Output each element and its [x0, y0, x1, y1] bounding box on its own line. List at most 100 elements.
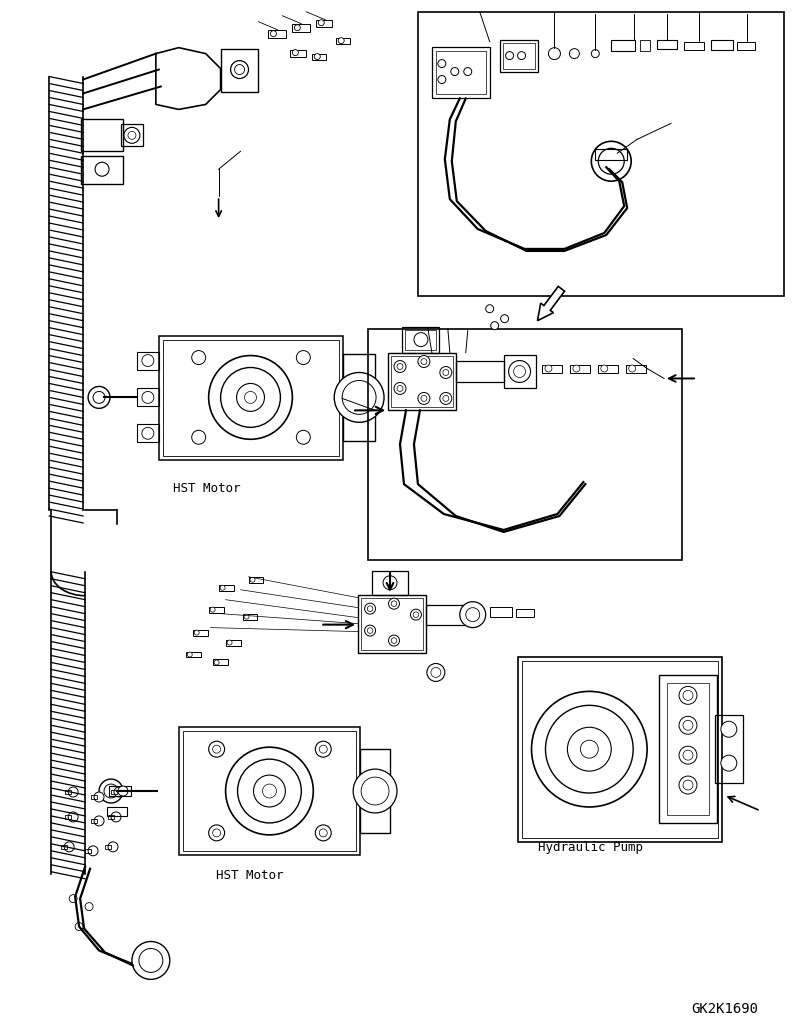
Bar	[65, 815, 71, 819]
Bar	[626, 364, 646, 374]
Bar	[402, 326, 439, 353]
Circle shape	[94, 816, 104, 826]
Circle shape	[427, 664, 445, 681]
Circle shape	[591, 49, 599, 58]
Bar	[358, 595, 426, 652]
Circle shape	[599, 148, 624, 174]
Circle shape	[111, 812, 121, 822]
Circle shape	[394, 360, 406, 372]
Circle shape	[367, 606, 373, 611]
Circle shape	[320, 829, 328, 837]
Circle shape	[683, 720, 693, 731]
Circle shape	[338, 38, 344, 43]
Circle shape	[721, 721, 737, 737]
Circle shape	[365, 625, 375, 636]
Bar	[516, 609, 533, 616]
Bar	[737, 41, 754, 49]
Bar	[293, 24, 310, 32]
Bar	[192, 630, 207, 636]
Circle shape	[438, 60, 446, 68]
Bar	[542, 364, 562, 374]
Bar	[343, 354, 375, 441]
Bar	[711, 40, 733, 49]
Bar	[391, 356, 453, 407]
Circle shape	[389, 598, 400, 609]
Circle shape	[142, 391, 154, 403]
Bar	[107, 807, 127, 816]
Circle shape	[545, 365, 552, 372]
Circle shape	[316, 825, 332, 841]
Circle shape	[443, 369, 449, 376]
Circle shape	[414, 332, 428, 347]
Circle shape	[573, 365, 580, 372]
Bar	[61, 845, 67, 849]
Circle shape	[431, 668, 441, 677]
Circle shape	[142, 427, 154, 439]
Circle shape	[128, 132, 136, 139]
Circle shape	[314, 54, 320, 60]
Circle shape	[262, 784, 277, 799]
Bar	[137, 388, 159, 406]
Circle shape	[466, 608, 479, 622]
Circle shape	[238, 759, 301, 823]
Bar	[499, 40, 537, 72]
Text: GK2K1690: GK2K1690	[692, 1002, 758, 1017]
Bar	[219, 584, 234, 591]
Bar	[290, 49, 306, 57]
Bar	[316, 20, 332, 27]
Circle shape	[410, 609, 421, 620]
Circle shape	[679, 686, 697, 704]
Bar	[372, 571, 408, 595]
Circle shape	[210, 607, 215, 612]
Bar	[249, 577, 263, 582]
Circle shape	[231, 61, 249, 78]
Bar	[388, 353, 456, 411]
Circle shape	[438, 75, 446, 83]
Circle shape	[237, 384, 265, 412]
Circle shape	[192, 351, 206, 364]
Circle shape	[254, 775, 285, 807]
Circle shape	[443, 395, 449, 401]
Circle shape	[194, 630, 200, 635]
Bar	[456, 360, 503, 383]
Bar	[242, 613, 258, 619]
Circle shape	[569, 48, 580, 59]
Circle shape	[188, 652, 192, 657]
Circle shape	[297, 351, 310, 364]
Circle shape	[118, 786, 128, 796]
Bar	[522, 662, 718, 838]
FancyArrow shape	[537, 286, 564, 321]
Bar	[81, 156, 123, 184]
Bar	[81, 119, 123, 151]
Circle shape	[94, 792, 104, 802]
Text: HST Motor: HST Motor	[173, 482, 240, 495]
Circle shape	[679, 716, 697, 735]
Circle shape	[214, 660, 219, 665]
Bar	[599, 364, 619, 374]
Bar	[432, 46, 490, 99]
Bar	[640, 40, 650, 50]
Circle shape	[601, 365, 607, 372]
Circle shape	[394, 383, 406, 394]
Circle shape	[69, 894, 77, 902]
Bar	[570, 364, 591, 374]
Circle shape	[342, 381, 376, 415]
Bar	[312, 54, 326, 60]
Circle shape	[683, 750, 693, 760]
Bar	[667, 683, 709, 815]
Circle shape	[365, 603, 375, 614]
Circle shape	[421, 395, 427, 401]
Text: Hydraulic Pump: Hydraulic Pump	[537, 841, 642, 854]
Bar	[657, 40, 677, 48]
Circle shape	[518, 51, 525, 60]
Bar	[221, 48, 258, 93]
Circle shape	[679, 746, 697, 765]
Bar	[405, 329, 436, 350]
Circle shape	[270, 31, 277, 37]
Bar	[715, 715, 743, 783]
Circle shape	[221, 367, 281, 427]
Circle shape	[227, 640, 232, 645]
Circle shape	[389, 635, 400, 646]
Circle shape	[142, 355, 154, 366]
Bar	[186, 651, 200, 658]
